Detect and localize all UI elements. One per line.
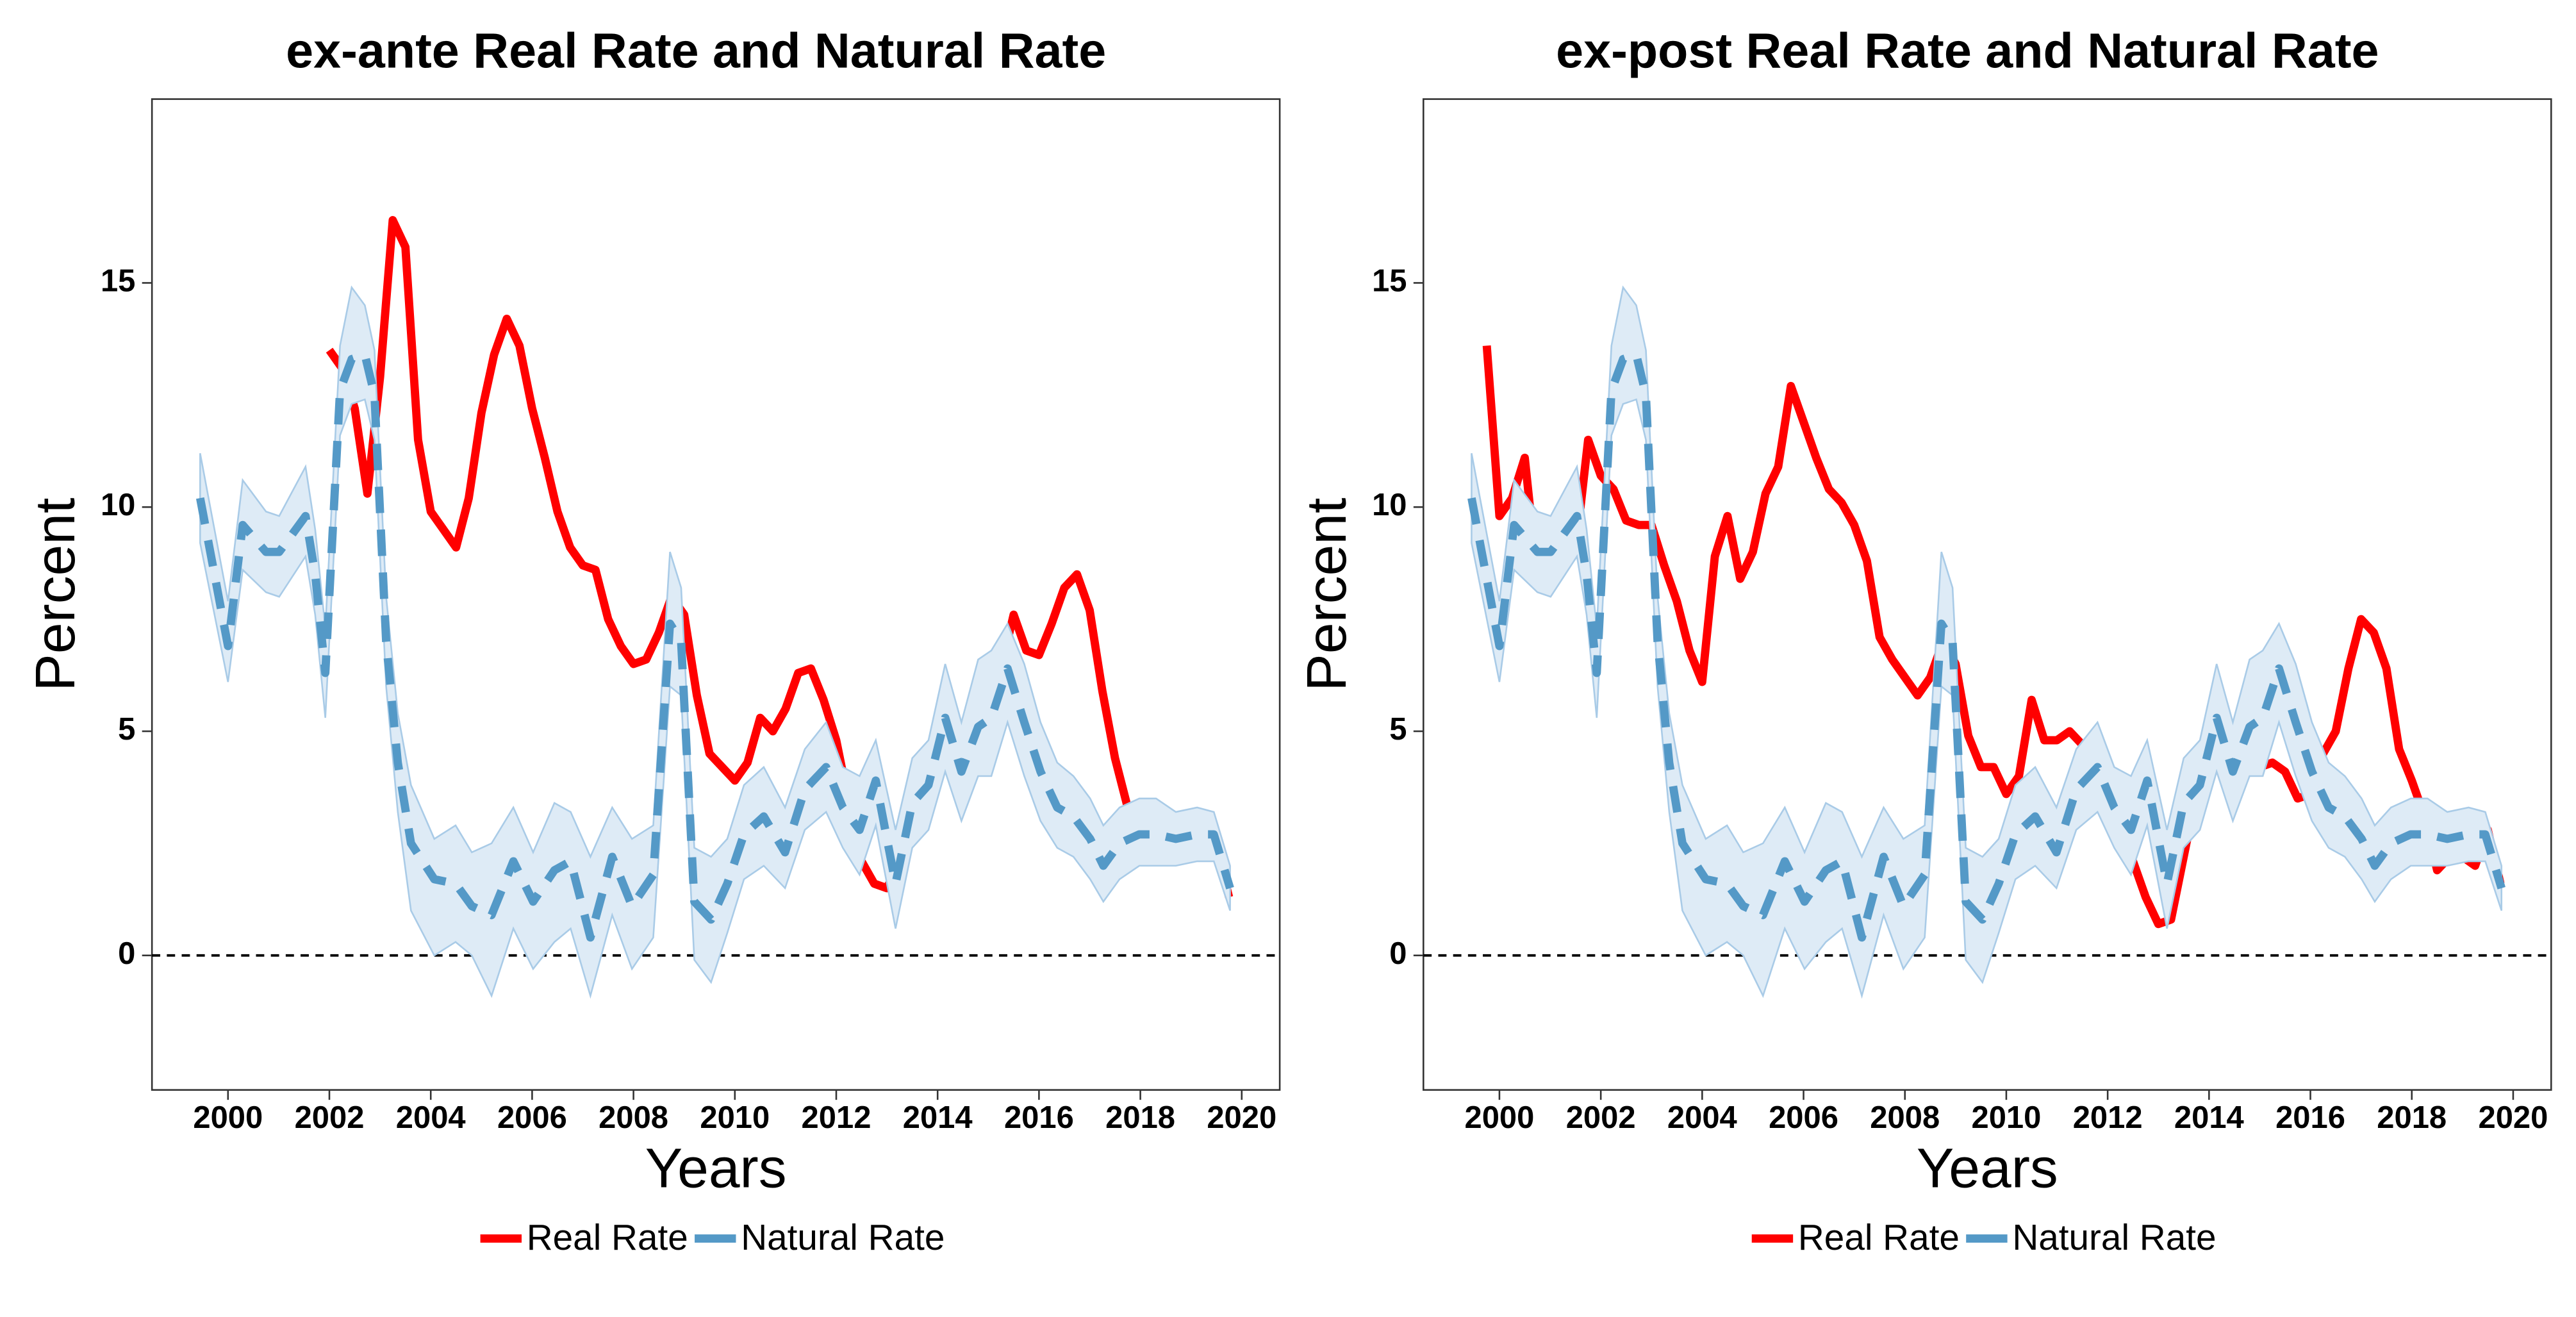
x-tick-label: 2008 xyxy=(599,1100,668,1135)
x-tick-label: 2008 xyxy=(1870,1100,1940,1135)
x-tick-label: 2020 xyxy=(1207,1100,1276,1135)
y-tick-label: 5 xyxy=(118,712,135,747)
x-tick-label: 2000 xyxy=(1465,1100,1535,1135)
y-tick-label: 15 xyxy=(101,263,135,298)
confidence-band xyxy=(1471,285,2503,999)
chart-panel: ex-ante Real Rate and Natural Rate 2000 20… xyxy=(24,23,1281,1258)
x-tick-label: 2012 xyxy=(802,1100,871,1135)
y-axis-title: Percent xyxy=(24,498,87,692)
chart-panel: ex-post Real Rate and Natural Rate 2000 20… xyxy=(1295,23,2552,1258)
x-tick-label: 2018 xyxy=(1105,1100,1175,1135)
legend-label: Real Rate xyxy=(527,1218,688,1258)
x-tick-label: 2002 xyxy=(1566,1100,1636,1135)
y-tick-label: 0 xyxy=(1389,936,1407,971)
series-line xyxy=(326,216,1234,899)
x-tick-label: 2016 xyxy=(1004,1100,1074,1135)
legend-label: Natural Rate xyxy=(2012,1218,2216,1258)
legend-label: Real Rate xyxy=(1798,1218,1960,1258)
x-tick-label: 2010 xyxy=(1972,1100,2042,1135)
x-tick-label: 2006 xyxy=(1769,1100,1838,1135)
plot-frame xyxy=(1423,98,2552,1091)
series-line xyxy=(195,350,1234,942)
y-tick-label: 0 xyxy=(118,936,135,971)
legend: Real Rate Natural Rate xyxy=(480,1218,945,1258)
plot-frame xyxy=(151,98,1281,1091)
y-tick-label: 15 xyxy=(1372,263,1407,298)
x-tick-label: 2010 xyxy=(700,1100,770,1135)
chart-title: ex-post Real Rate and Natural Rate xyxy=(1556,23,2379,78)
x-tick-label: 2014 xyxy=(903,1100,973,1135)
x-tick-label: 2012 xyxy=(2073,1100,2143,1135)
y-axis-title: Percent xyxy=(1295,498,1358,692)
x-tick-label: 2000 xyxy=(193,1100,263,1135)
confidence-band xyxy=(199,285,1231,999)
chart-title: ex-ante Real Rate and Natural Rate xyxy=(286,23,1106,78)
x-axis-title: Years xyxy=(1917,1137,2058,1200)
x-tick-label: 2004 xyxy=(1667,1100,1737,1135)
legend: Real Rate Natural Rate xyxy=(1751,1218,2217,1258)
x-tick-label: 2002 xyxy=(295,1100,365,1135)
x-tick-label: 2016 xyxy=(2275,1100,2345,1135)
x-tick-label: 2020 xyxy=(2478,1100,2548,1135)
x-tick-label: 2018 xyxy=(2377,1100,2447,1135)
y-tick-label: 5 xyxy=(1389,712,1407,747)
y-tick-label: 10 xyxy=(101,488,135,522)
x-tick-label: 2004 xyxy=(396,1100,466,1135)
x-tick-label: 2006 xyxy=(497,1100,567,1135)
x-tick-label: 2014 xyxy=(2174,1100,2244,1135)
series-line xyxy=(1467,350,2506,942)
legend-label: Natural Rate xyxy=(741,1218,945,1258)
x-axis-title: Years xyxy=(645,1137,787,1200)
y-tick-label: 10 xyxy=(1372,488,1407,522)
